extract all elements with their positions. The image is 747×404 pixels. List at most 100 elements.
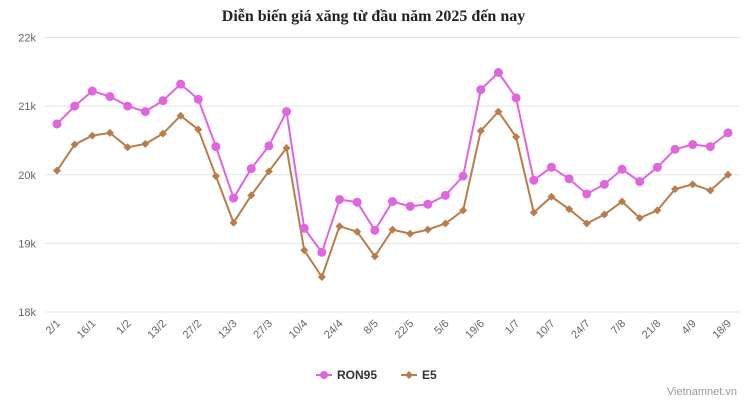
data-point [335, 194, 345, 204]
y-tick-label: 21k [18, 101, 36, 113]
data-point [459, 206, 468, 215]
x-tick-label: 1/2 [114, 318, 133, 337]
data-point [635, 213, 644, 222]
data-point [123, 143, 132, 152]
x-tick-label: 13/3 [216, 318, 240, 342]
data-point [105, 128, 114, 137]
data-point [564, 174, 574, 184]
data-point [211, 142, 221, 152]
data-point [353, 227, 362, 236]
data-point [599, 179, 609, 189]
x-tick-label: 10/7 [534, 318, 558, 342]
legend-item-ron95: RON95 [316, 368, 377, 382]
data-point [176, 79, 186, 89]
legend-item-e5: E5 [401, 368, 437, 382]
data-point [194, 125, 203, 134]
data-point [441, 219, 450, 228]
data-point [688, 180, 697, 189]
data-point [247, 191, 256, 200]
data-point [53, 166, 61, 175]
y-tick-label: 18k [18, 307, 36, 319]
x-tick-label: 19/6 [463, 318, 487, 342]
series-line [56, 70, 729, 255]
data-point [105, 92, 115, 102]
data-point [529, 208, 538, 217]
data-point [582, 189, 592, 199]
x-tick-label: 27/2 [181, 318, 205, 342]
x-tick-label: 21/8 [640, 318, 664, 342]
data-point [140, 107, 150, 117]
data-point [70, 101, 80, 111]
data-point [264, 167, 273, 176]
data-point [582, 219, 591, 228]
x-tick-label: 24/4 [322, 318, 346, 342]
series-line [56, 110, 729, 280]
data-point [423, 199, 433, 209]
x-tick-label: 13/2 [145, 318, 169, 342]
x-tick-label: 8/5 [362, 318, 381, 337]
data-point [440, 190, 450, 200]
data-point [193, 94, 203, 104]
legend-marker-icon [405, 371, 413, 379]
y-tick-label: 19k [18, 238, 36, 250]
data-point [87, 86, 97, 96]
y-tick-label: 22k [18, 33, 36, 45]
data-point [158, 96, 168, 106]
data-point [671, 185, 680, 194]
data-point [229, 218, 238, 227]
data-point [52, 119, 62, 129]
data-point [123, 101, 133, 111]
data-point [476, 126, 485, 135]
data-point [246, 164, 256, 174]
legend-marker-icon [320, 371, 328, 379]
data-point [299, 223, 309, 233]
data-point [493, 67, 503, 77]
x-tick-label: 1/7 [503, 318, 522, 337]
data-point [370, 225, 380, 235]
data-point [670, 144, 680, 154]
data-point [229, 193, 239, 203]
data-point [70, 140, 79, 149]
chart-title: Diễn biến giá xăng từ đầu năm 2025 đến n… [221, 8, 526, 25]
data-point [300, 246, 309, 255]
data-point [635, 177, 645, 187]
data-point [458, 171, 468, 181]
data-point [476, 85, 486, 95]
x-tick-label: 27/3 [251, 318, 275, 342]
data-point [600, 210, 609, 219]
data-point [547, 192, 556, 201]
x-tick-label: 24/7 [569, 318, 593, 342]
data-point [317, 273, 326, 282]
data-point [176, 111, 185, 120]
data-point [688, 140, 698, 150]
data-point [512, 133, 521, 142]
legend-label: E5 [422, 368, 437, 382]
data-point [706, 186, 715, 195]
data-point [88, 131, 97, 140]
watermark: Vietnamnet.vn [666, 386, 737, 398]
data-point [335, 222, 344, 231]
data-point [529, 175, 539, 185]
data-point [423, 225, 432, 234]
series-ron95 [52, 67, 733, 257]
data-point [653, 206, 662, 215]
x-tick-label: 10/4 [287, 318, 311, 342]
x-tick-label: 18/9 [710, 318, 734, 342]
data-point [264, 141, 274, 151]
data-point [141, 139, 150, 148]
data-point [405, 201, 415, 211]
legend-label: RON95 [337, 368, 377, 382]
x-tick-label: 7/8 [609, 318, 628, 337]
data-point [317, 247, 327, 257]
data-point [370, 252, 379, 261]
y-tick-label: 20k [18, 170, 36, 182]
series-e5 [53, 107, 732, 282]
data-point [652, 162, 662, 172]
x-tick-label: 22/5 [393, 318, 417, 342]
data-point [406, 229, 415, 238]
data-point [546, 162, 556, 172]
data-point [511, 93, 521, 103]
data-point [723, 128, 733, 138]
